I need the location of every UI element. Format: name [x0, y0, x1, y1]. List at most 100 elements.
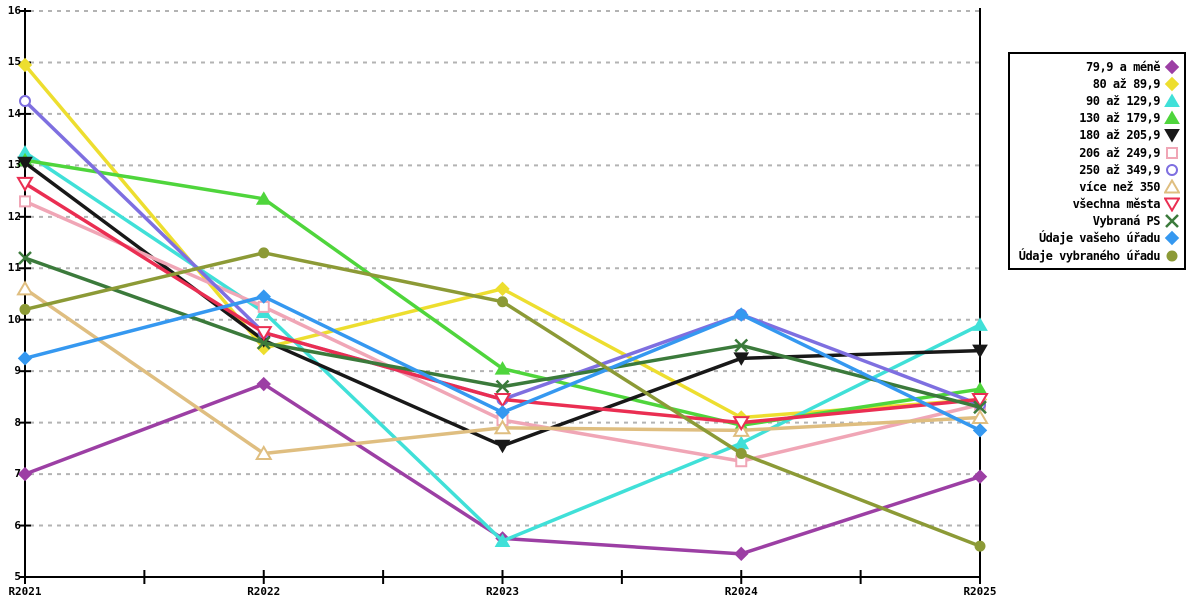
legend-item: 79,9 a méně: [1012, 58, 1180, 75]
legend-item: 250 až 349,9: [1012, 161, 1180, 178]
legend-label: Vybraná PS: [1092, 214, 1161, 229]
data-point-marker: [735, 448, 747, 460]
legend-marker-icon: [1166, 250, 1178, 262]
data-point-marker: [972, 317, 988, 331]
data-point-marker: [1164, 178, 1180, 194]
data-point-marker: [256, 335, 271, 350]
data-point-marker: [256, 376, 271, 392]
legend-item: Údaje vašeho úřadu: [1012, 230, 1180, 247]
data-point-marker: [732, 416, 750, 432]
data-point-marker: [972, 423, 988, 438]
legend-label: 180 až 205,9: [1079, 128, 1160, 143]
series-line: [23, 256, 982, 409]
data-point-marker: [974, 540, 986, 552]
legend-item: 130 až 179,9: [1012, 110, 1180, 127]
data-point-marker: [16, 176, 34, 192]
data-point-marker: [497, 296, 508, 308]
legend-item: 206 až 249,9: [1012, 144, 1180, 161]
y-axis-tick-label: 15: [7, 55, 21, 69]
legend-item: Vybraná PS: [1012, 213, 1180, 230]
data-point-marker: [734, 546, 749, 562]
y-axis-tick-label: 7: [14, 467, 21, 481]
legend-marker-icon: [1164, 197, 1180, 213]
legend-marker-icon: [1166, 146, 1178, 159]
data-point-marker: [493, 419, 512, 435]
data-point-marker: [1166, 146, 1178, 159]
data-point-marker: [1166, 250, 1178, 262]
data-point-marker: [1164, 110, 1180, 125]
data-point-marker: [734, 307, 749, 322]
data-point-marker: [1164, 197, 1180, 213]
data-point-marker: [1164, 129, 1180, 143]
legend-marker-icon: [1164, 59, 1180, 74]
data-point-marker: [733, 352, 750, 366]
data-point-marker: [16, 280, 34, 296]
data-point-marker: [255, 326, 273, 342]
legend-label: 80 až 89,9: [1092, 76, 1161, 91]
data-point-marker: [1164, 231, 1180, 246]
data-point-marker: [494, 439, 511, 454]
data-point-marker: [1164, 93, 1180, 107]
legend-label: více než 350: [1079, 179, 1160, 194]
legend-label: 206 až 249,9: [1079, 145, 1160, 160]
data-point-marker: [1164, 76, 1180, 91]
legend-marker-icon: [1164, 178, 1180, 194]
data-point-marker: [258, 247, 270, 259]
y-axis-tick-label: 14: [7, 106, 21, 120]
y-axis-tick-label: 11: [7, 261, 21, 275]
y-axis-tick-label: 5: [14, 570, 21, 583]
legend-label: 250 až 349,9: [1079, 162, 1160, 177]
y-axis-tick-label: 13: [7, 158, 21, 172]
data-point-marker: [1166, 163, 1178, 176]
chart-legend: 79,9 a méně 80 až 89,9 90 až 129,9 130 a…: [1008, 52, 1186, 271]
legend-label: 79,9 a méně: [1086, 59, 1160, 74]
y-axis-tick-label: 9: [14, 364, 21, 378]
x-axis-tick-label: R2023: [485, 585, 520, 598]
legend-label: Údaje vašeho úřadu: [1038, 231, 1161, 246]
legend-item: více než 350: [1012, 178, 1180, 195]
y-axis-tick-label: 6: [14, 518, 21, 532]
x-axis-tick-label: R2025: [963, 585, 997, 598]
series-line: [23, 150, 982, 543]
data-point-marker: [1164, 59, 1180, 74]
data-point-marker: [734, 338, 749, 353]
data-point-marker: [495, 379, 510, 394]
y-axis-tick-label: 10: [7, 312, 21, 326]
legend-marker-icon: [1164, 231, 1180, 246]
legend-marker-icon: [1164, 129, 1180, 143]
data-point-marker: [255, 445, 273, 461]
legend-label: 130 až 179,9: [1079, 111, 1160, 126]
legend-marker-icon: [1164, 110, 1180, 125]
data-point-marker: [971, 409, 989, 424]
data-point-marker: [494, 361, 511, 375]
data-point-marker: [256, 289, 271, 304]
data-point-marker: [19, 195, 31, 208]
legend-item: 180 až 205,9: [1012, 127, 1180, 144]
data-point-marker: [18, 251, 32, 265]
y-axis-tick-label: 12: [7, 209, 21, 223]
data-point-marker: [971, 392, 989, 408]
legend-item: všechna města: [1012, 196, 1180, 213]
x-axis-tick-label: R2024: [724, 585, 758, 598]
x-axis-tick-label: R2022: [247, 585, 281, 598]
data-point-marker: [493, 392, 512, 408]
legend-label: Údaje vybraného úřadu: [1018, 248, 1161, 263]
legend-label: 90 až 129,9: [1086, 93, 1160, 108]
legend-item: Údaje vybraného úřadu: [1012, 247, 1180, 264]
data-point-marker: [19, 303, 31, 315]
data-point-marker: [17, 351, 33, 366]
data-point-marker: [494, 533, 511, 547]
data-point-marker: [495, 405, 510, 420]
legend-item: 80 až 89,9: [1012, 75, 1180, 92]
data-point-marker: [19, 95, 31, 108]
legend-marker-icon: [1166, 163, 1178, 176]
legend-item: 90 až 129,9: [1012, 92, 1180, 109]
legend-marker-icon: [1164, 93, 1180, 107]
data-point-marker: [17, 57, 33, 73]
data-point-marker: [255, 191, 272, 205]
legend-marker-icon: [1164, 76, 1180, 91]
x-axis-tick-label: R2021: [8, 585, 42, 598]
data-point-marker: [972, 344, 988, 359]
